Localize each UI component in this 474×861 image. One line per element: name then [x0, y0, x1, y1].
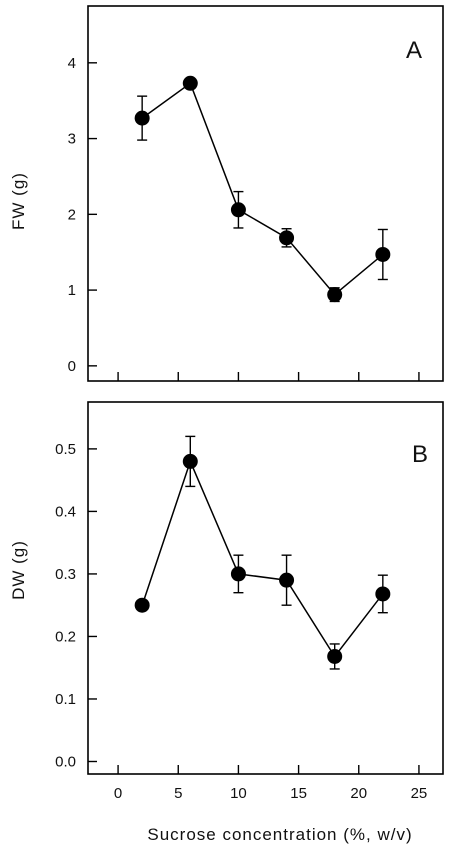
panel-b-y-tick-label: 0.2 — [55, 628, 76, 645]
panel-a-series — [134, 75, 391, 303]
panel-b-frame — [87, 401, 444, 775]
panel-b-ticks: 0 5 10 15 20 25 0.0 0.1 0.2 0.3 0.4 0.5 — [55, 441, 427, 802]
panel-b-series — [134, 435, 391, 670]
panel-b-data-point — [279, 572, 295, 588]
panel-a-frame — [87, 5, 444, 382]
panel-a-data-point — [134, 110, 150, 126]
panel-b-x-tick-label: 20 — [350, 785, 367, 802]
x-axis-title: Sucrose concentration (%, w/v) — [147, 825, 412, 844]
panel-a-y-axis-title: FW (g) — [9, 172, 28, 230]
panel-b-y-tick-label: 0.1 — [55, 691, 76, 708]
panel-b-series-line — [141, 459, 384, 658]
panel-b-x-tick-label: 0 — [114, 785, 122, 802]
panel-a-data-point — [327, 287, 343, 303]
panel-a-label: A — [406, 37, 422, 64]
panel-b-y-tick-label: 0.5 — [55, 441, 76, 458]
panel-b: B DW (g) 0 5 10 15 20 25 0.0 0.1 0.2 0.3 0.4 0.5 — [9, 401, 444, 802]
panel-b-y-tick-label: 0.3 — [55, 566, 76, 583]
panel-a-y-tick-label: 0 — [68, 358, 76, 375]
panel-a: A FW (g) 0 1 2 3 4 — [9, 5, 444, 382]
panel-a-data-point — [279, 230, 295, 246]
panel-b-y-tick-label: 0.4 — [55, 503, 76, 520]
panel-b-x-tick-label: 15 — [290, 785, 307, 802]
panel-b-x-tick-label: 5 — [174, 785, 182, 802]
panel-a-y-tick-label: 1 — [68, 282, 76, 299]
panel-a-data-point — [230, 202, 246, 218]
panel-b-data-point — [230, 566, 246, 582]
panel-b-y-tick-label: 0.0 — [55, 753, 76, 770]
panel-a-data-point — [375, 246, 391, 262]
panel-b-data-point — [134, 597, 150, 613]
panel-b-data-point — [182, 453, 198, 469]
panel-a-y-tick-label: 2 — [68, 206, 76, 223]
panel-a-series-line — [141, 82, 384, 296]
panel-b-x-tick-label: 10 — [230, 785, 247, 802]
panel-b-data-point — [327, 648, 343, 664]
panel-a-ticks: 0 1 2 3 4 — [68, 55, 420, 381]
panel-a-y-tick-label: 3 — [68, 131, 76, 148]
panel-a-data-point — [182, 75, 198, 91]
panel-b-data-point — [375, 586, 391, 602]
panel-a-y-tick-label: 4 — [68, 55, 76, 72]
panel-b-x-tick-label: 25 — [411, 785, 428, 802]
panel-b-label: B — [412, 441, 428, 468]
panel-b-y-axis-title: DW (g) — [9, 540, 28, 600]
